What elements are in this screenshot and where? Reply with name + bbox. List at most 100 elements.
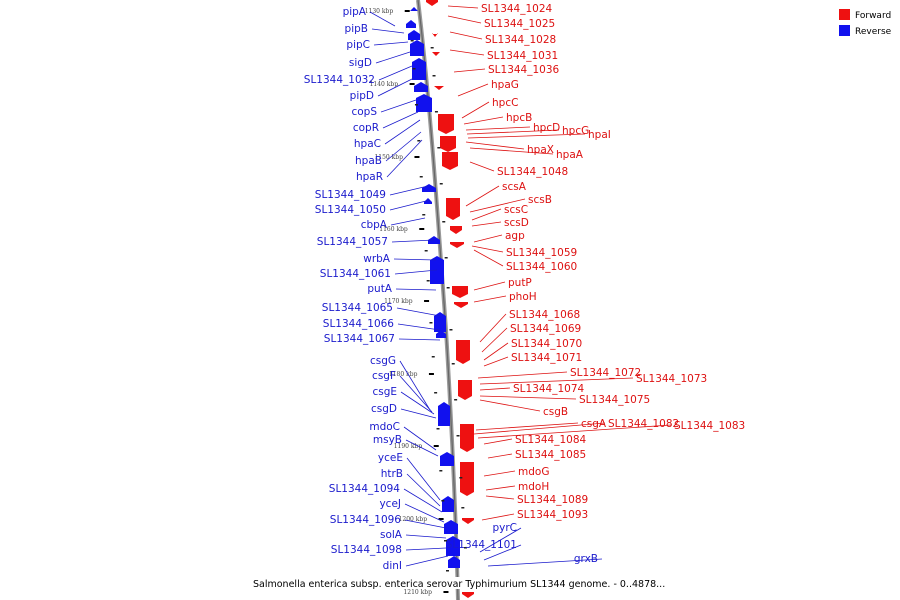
- reverse-leader-line: [399, 375, 433, 413]
- tick-label: 1180 kbp: [389, 371, 418, 378]
- reverse-gene-label: wrbA: [363, 253, 391, 265]
- reverse-gene-glyph: [436, 330, 446, 338]
- forward-leader-line: [471, 221, 502, 227]
- gene-marker: [412, 68, 416, 70]
- forward-gene-glyph: [460, 424, 474, 452]
- tick-label: 1190 kbp: [394, 443, 423, 450]
- forward-gene-glyph: [460, 462, 474, 496]
- reverse-leader-line: [385, 131, 422, 162]
- forward-gene-label: SL1344_1093: [517, 509, 588, 521]
- reverse-gene-glyph: [410, 7, 418, 11]
- reverse-gene-glyph: [414, 82, 428, 92]
- forward-gene-glyph: [456, 340, 470, 364]
- reverse-gene-glyph: [448, 556, 460, 568]
- reverse-gene-track: [406, 7, 460, 572]
- reverse-gene-label: SL1344_1067: [324, 333, 395, 345]
- gene-marker: [439, 183, 443, 185]
- forward-gene-glyph: [450, 242, 464, 248]
- forward-leader-line: [477, 371, 568, 379]
- gene-marker: [422, 214, 426, 216]
- forward-leader-line: [479, 395, 577, 400]
- forward-gene-label: SL1344_1084: [515, 434, 587, 446]
- gene-marker: [456, 435, 460, 437]
- tick-label: 1170 kbp: [384, 298, 413, 305]
- forward-gene-label: hpaG: [491, 79, 519, 91]
- tick-mark: [424, 300, 430, 302]
- gene-marker: [451, 363, 455, 365]
- gene-marker: [449, 329, 453, 331]
- gene-marker: [434, 111, 438, 113]
- legend-forward-swatch: [839, 9, 850, 20]
- tick-label: 1130 kbp: [365, 8, 394, 15]
- forward-gene-label: scsA: [502, 181, 527, 193]
- gene-marker: [431, 356, 435, 358]
- gene-marker: [437, 147, 441, 149]
- forward-gene-label: hpcD: [533, 122, 560, 134]
- reverse-leader-line: [375, 51, 411, 64]
- reverse-gene-label: SL1344_1096: [330, 514, 402, 526]
- reverse-gene-label: pipC: [346, 39, 370, 51]
- forward-gene-label: SL1344_1074: [513, 383, 585, 395]
- reverse-leader-line: [405, 555, 449, 567]
- forward-leader-line: [473, 422, 606, 435]
- tick-label: 1210 kbp: [403, 589, 432, 596]
- gene-marker: [430, 47, 434, 49]
- reverse-gene-label: hpaC: [354, 138, 381, 150]
- gene-marker: [464, 547, 467, 549]
- reverse-gene-glyph: [412, 58, 426, 80]
- forward-gene-label: SL1344_1069: [510, 323, 581, 335]
- gene-marker: [434, 392, 438, 394]
- forward-gene-label: SL1344_1068: [509, 309, 580, 321]
- reverse-gene-label: copS: [351, 106, 377, 118]
- forward-leader-line: [479, 377, 634, 385]
- reverse-leader-line: [403, 488, 443, 513]
- legend: Forward Reverse: [839, 9, 892, 37]
- reverse-gene-label: solA: [380, 529, 403, 541]
- reverse-leader-line: [404, 519, 447, 529]
- reverse-gene-glyph: [406, 20, 416, 28]
- forward-gene-label: scsC: [504, 204, 528, 216]
- reverse-leader-line: [384, 119, 421, 145]
- reverse-gene-glyph: [444, 520, 458, 534]
- gene-marker: [426, 280, 430, 282]
- tick-mark: [419, 228, 425, 230]
- forward-leader-line: [469, 147, 554, 155]
- forward-gene-label: SL1344_1085: [515, 449, 586, 461]
- reverse-leader-line: [395, 288, 437, 291]
- reverse-gene-glyph: [410, 40, 424, 56]
- forward-gene-label: mdoH: [518, 481, 549, 493]
- reverse-gene-label: putA: [367, 283, 392, 295]
- reverse-leader-line: [483, 544, 522, 561]
- gene-marker: [442, 221, 446, 223]
- reverse-gene-glyph: [438, 402, 450, 426]
- reverse-gene-label: mdoC: [369, 421, 400, 433]
- reverse-gene-label: csgD: [371, 403, 397, 415]
- gene-marker: [424, 250, 428, 252]
- gene-marker: [414, 104, 418, 106]
- forward-gene-label: SL1344_1028: [485, 34, 556, 46]
- legend-reverse-label: Reverse: [855, 27, 892, 37]
- forward-leader-line: [471, 208, 502, 221]
- reverse-leader-line: [400, 391, 435, 415]
- reverse-gene-glyph: [442, 496, 454, 512]
- forward-leader-line: [447, 5, 479, 9]
- reverse-gene-label: SL1344_1065: [322, 302, 393, 314]
- forward-gene-label: agp: [505, 230, 525, 242]
- forward-gene-label: scsD: [504, 217, 529, 229]
- forward-gene-glyph: [446, 198, 460, 220]
- forward-leader-line: [453, 68, 486, 73]
- forward-gene-glyph: [432, 33, 438, 37]
- reverse-gene-label: SL1344_1057: [317, 236, 388, 248]
- reverse-gene-glyph: [416, 94, 432, 112]
- reverse-leader-line: [405, 547, 447, 551]
- forward-leader-line: [483, 470, 516, 477]
- forward-leader-line: [469, 198, 526, 213]
- forward-leader-line: [473, 281, 506, 291]
- forward-gene-label: putP: [508, 277, 532, 289]
- forward-leader-line: [473, 295, 507, 303]
- reverse-leader-line: [394, 269, 438, 275]
- forward-gene-glyph: [440, 136, 456, 152]
- forward-gene-label: hpaX: [527, 144, 554, 156]
- forward-leader-line: [475, 422, 579, 431]
